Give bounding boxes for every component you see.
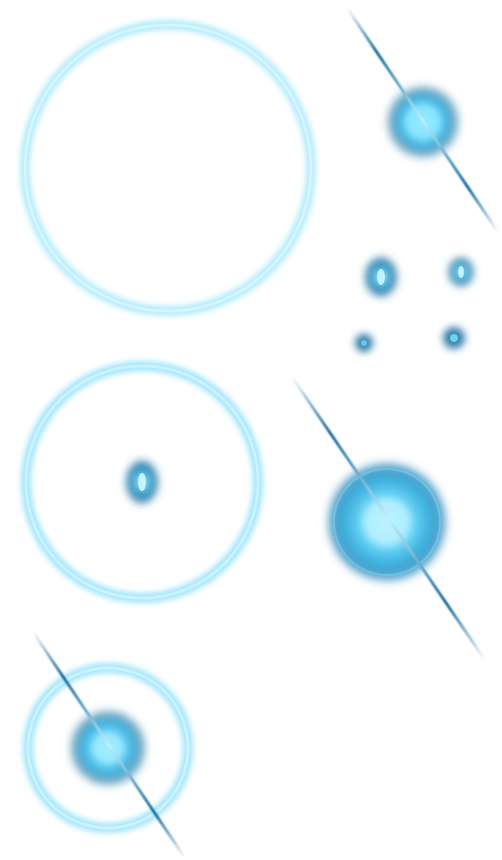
dot-sprite-3: [355, 334, 373, 352]
dot-sprite-4: [443, 327, 465, 349]
flare-large-sprite: [290, 376, 487, 661]
dot-sprite-1: [363, 255, 399, 299]
dot-sprite-2: [447, 256, 475, 288]
ring-with-dot-sprite: [21, 361, 263, 603]
ring-with-flare-sprite: [23, 631, 193, 859]
large-ring-sprite: [20, 20, 316, 316]
flare-small-sprite: [345, 7, 500, 233]
